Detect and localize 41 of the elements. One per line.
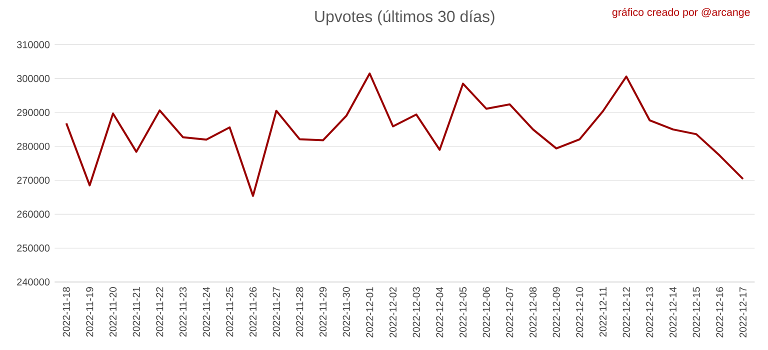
x-tick-label: 2022-12-17: [739, 287, 747, 338]
y-tick-label: 250000: [17, 244, 50, 252]
x-tick-label: 2022-12-07: [506, 287, 514, 338]
y-tick-label: 270000: [17, 176, 50, 184]
chart-title: Upvotes (últimos 30 días): [315, 10, 494, 26]
x-tick-label: 2022-12-14: [669, 287, 677, 338]
x-tick-label: 2022-11-27: [272, 287, 280, 337]
x-tick-label: 2022-11-20: [109, 287, 117, 337]
line-series: [65, 72, 744, 197]
x-tick-label: 2022-12-13: [646, 287, 654, 338]
x-tick-label: 2022-12-03: [412, 287, 420, 338]
x-tick-label: 2022-11-28: [296, 287, 304, 337]
x-tick-label: 2022-12-16: [716, 287, 724, 338]
x-tick-label: 2022-11-23: [179, 287, 187, 337]
x-tick-label: 2022-12-08: [529, 287, 537, 338]
x-tick-label: 2022-11-19: [86, 287, 94, 337]
x-tick-label: 2022-11-18: [62, 287, 70, 337]
x-tick-label: 2022-11-24: [202, 287, 210, 337]
x-tick-label: 2022-12-04: [436, 287, 444, 338]
x-tick-label: 2022-12-09: [552, 287, 560, 338]
x-tick-label: 2022-12-10: [576, 287, 584, 338]
y-tick-label: 290000: [17, 108, 50, 116]
x-tick-label: 2022-11-22: [156, 287, 164, 337]
x-tick-label: 2022-11-21: [132, 287, 140, 337]
y-tick-label: 280000: [17, 142, 50, 150]
y-tick-label: 300000: [16, 75, 50, 82]
text: gráfico creado por @arcange: [612, 8, 750, 18]
y-tick-label: 310000: [16, 41, 50, 48]
x-tick-label: 2022-11-25: [226, 287, 234, 337]
x-tick-label: 2022-12-05: [459, 287, 467, 338]
y-tick-label: 240000: [17, 278, 50, 286]
x-tick-label: 2022-12-01: [366, 287, 374, 338]
x-tick-label: 2022-11-26: [249, 287, 257, 337]
x-tick-label: 2022-12-02: [389, 287, 397, 338]
x-tick-label: 2022-11-29: [319, 287, 327, 337]
x-tick-label: 2022-12-06: [482, 287, 490, 338]
y-tick-label: 260000: [17, 210, 50, 218]
x-tick-label: 2022-11-30: [342, 287, 350, 337]
x-tick-label: 2022-12-15: [692, 287, 700, 338]
x-tick-label: 2022-12-12: [622, 287, 630, 338]
x-tick-label: 2022-12-11: [599, 287, 607, 337]
